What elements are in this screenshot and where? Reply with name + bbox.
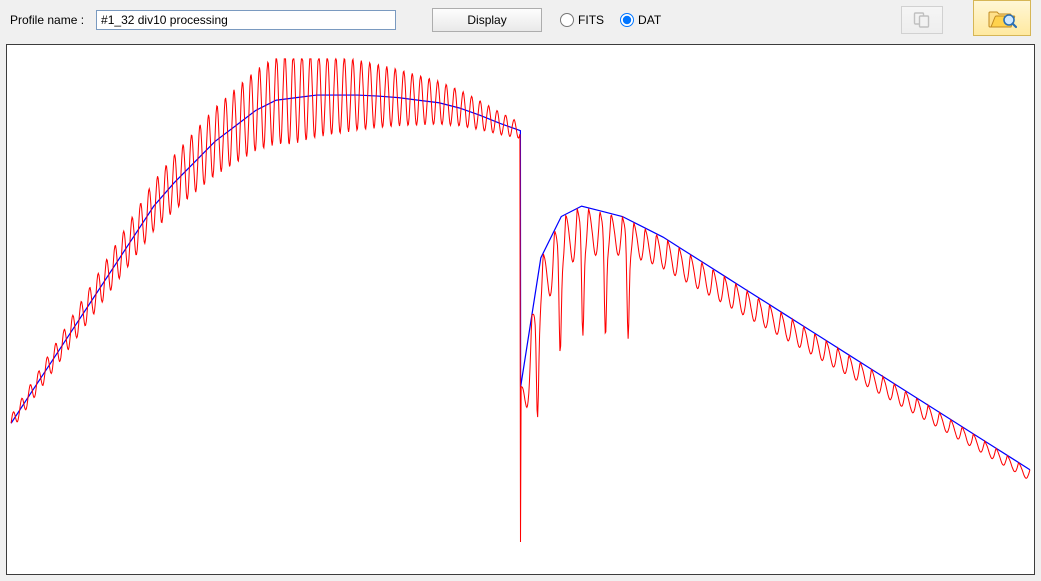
dat-radio-input[interactable] <box>620 13 634 27</box>
profile-name-input[interactable] <box>96 10 396 30</box>
fits-radio-label: FITS <box>578 13 604 27</box>
copy-button <box>901 6 943 34</box>
display-button[interactable]: Display <box>432 8 542 32</box>
spectrum-plot <box>7 45 1034 574</box>
copy-icon <box>913 12 931 28</box>
format-radio-group: FITS DAT <box>560 13 661 27</box>
fits-radio-input[interactable] <box>560 13 574 27</box>
toolbar: Profile name : Display FITS DAT <box>0 0 1041 42</box>
dat-radio-label: DAT <box>638 13 661 27</box>
fits-radio[interactable]: FITS <box>560 13 604 27</box>
profile-name-label: Profile name : <box>10 13 86 27</box>
display-button-label: Display <box>467 13 506 27</box>
folder-search-icon <box>987 6 1017 30</box>
plot-area <box>6 44 1035 575</box>
dat-radio[interactable]: DAT <box>620 13 661 27</box>
browse-button[interactable] <box>973 0 1031 36</box>
